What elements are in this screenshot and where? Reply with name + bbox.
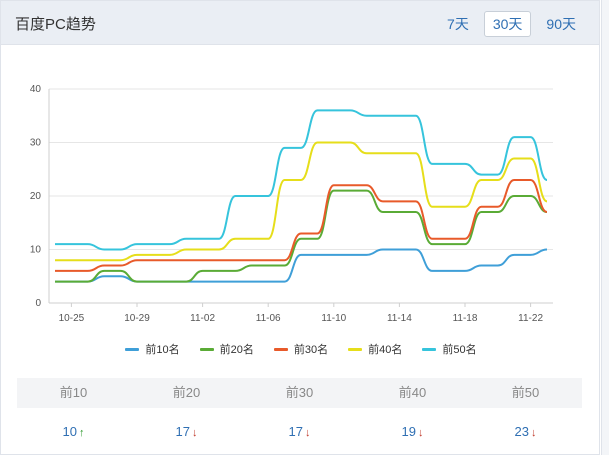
chart-legend: 前10名 前20名 前30名 前40名 前50名 [1,341,601,357]
series-line-3 [54,178,548,272]
adjacent-panel-edge [601,0,609,455]
stats-header-top50: 前50 [511,385,540,400]
legend-swatch-top30 [273,347,288,351]
legend-swatch-top20 [199,347,214,351]
x-tick-label: 10-29 [124,313,150,324]
legend-swatch-top40 [348,347,363,351]
y-tick-label: 0 [35,298,41,309]
x-tick-label: 11-10 [321,313,346,324]
y-tick-label: 30 [30,138,42,149]
stats-value-top10: 10 ↑ [17,417,130,447]
legend-label-top20: 前20名 [219,344,254,356]
tab-7-days[interactable]: 7天 [447,16,469,32]
tab-90-days[interactable]: 90天 [546,16,576,32]
series-line-4 [55,141,548,262]
series-line-5 [55,109,548,251]
legend-item-top20[interactable]: 前20名 [199,341,254,357]
legend-swatch-top50 [422,347,437,351]
stats-value-top20: 17 ↓ [130,417,243,447]
legend-item-top40[interactable]: 前40名 [348,341,402,357]
x-tick-label: 11-14 [387,313,412,324]
tab-30-days[interactable]: 30天 [483,11,532,37]
x-tick-label: 11-18 [453,313,478,324]
stats-number: 10 [62,424,77,439]
x-tick-label: 11-22 [518,313,543,324]
trend-down-icon: ↓ [304,427,311,439]
y-tick-label: 10 [30,245,42,256]
stats-header-row: 前10 前20 前30 前40 前50 [17,378,582,408]
trend-down-icon: ↓ [530,427,537,439]
legend-item-top10[interactable]: 前10名 [125,341,180,357]
stats-value-row: 10 ↑ 17 ↓ 17 ↓ 19 ↓ 23 ↓ [17,417,582,447]
x-tick-label: 11-06 [256,313,281,324]
stats-header-top10: 前10 [59,385,88,400]
trend-down-icon: ↓ [417,427,424,439]
legend-swatch-top10 [125,347,140,351]
series-line-2 [54,189,548,283]
x-tick-label: 10-25 [59,313,85,324]
panel-title: 百度PC趋势 [15,16,96,33]
trend-line-chart: 0 10 20 30 40 10-25 10-29 11-02 11-06 11-10 11-14 1… [30,84,553,324]
stats-number: 23 [514,424,529,439]
legend-label-top10: 前10名 [145,344,180,356]
legend-label-top50: 前50名 [442,344,477,356]
stats-number: 17 [175,424,190,439]
trend-up-icon: ↑ [78,427,85,439]
stats-value-top30: 17 ↓ [243,417,356,447]
stats-header-top20: 前20 [172,385,201,400]
legend-item-top50[interactable]: 前50名 [422,341,477,357]
stats-value-top40: 19 ↓ [356,417,469,447]
stats-header-top40: 前40 [398,385,427,400]
legend-item-top30[interactable]: 前30名 [273,341,329,357]
stats-number: 17 [288,424,303,439]
y-tick-label: 40 [30,84,42,95]
legend-label-top40: 前40名 [368,344,403,356]
stats-number: 19 [401,424,416,439]
stats-value-top50: 23 ↓ [469,417,582,447]
stats-header-top30: 前30 [285,385,314,400]
panel-header: 百度PC趋势 7天 30天 90天 [1,1,599,45]
range-tabs: 7天 30天 90天 [438,11,585,37]
trend-down-icon: ↓ [191,427,198,439]
legend-label-top30: 前30名 [293,344,329,356]
x-tick-label: 11-02 [190,313,215,324]
y-tick-label: 20 [30,191,42,202]
